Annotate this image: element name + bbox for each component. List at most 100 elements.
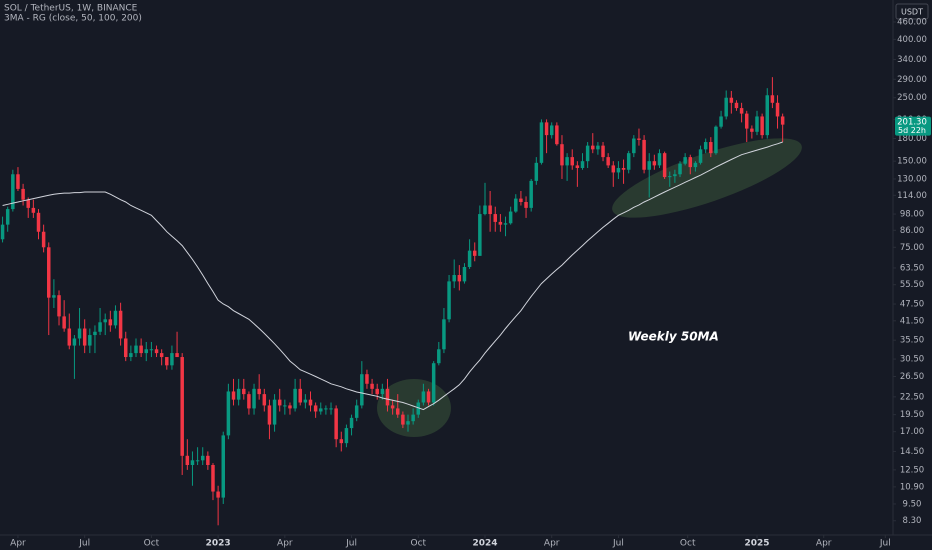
y-tick-label: 14.50 — [900, 447, 924, 457]
candle-body — [452, 275, 456, 282]
candle-body — [293, 388, 297, 409]
candle-body — [739, 108, 744, 114]
x-tick-label: Oct — [680, 539, 696, 549]
candle-body — [565, 157, 569, 166]
candle-body — [123, 338, 128, 358]
candle-body — [272, 399, 277, 425]
candle-body — [709, 142, 713, 154]
candle-body — [421, 391, 426, 403]
candle-body — [82, 328, 87, 346]
candle-body — [483, 205, 487, 215]
candle-body — [339, 439, 344, 444]
candle-body — [231, 391, 236, 400]
candle-body — [437, 349, 441, 364]
candle-body — [16, 174, 20, 189]
candle-body — [47, 247, 51, 298]
y-tick-label: 180.00 — [897, 134, 927, 144]
candle-body — [611, 165, 616, 173]
candle-body — [113, 310, 118, 326]
candle-body — [216, 491, 220, 498]
currency-label[interactable]: USDT — [901, 8, 923, 17]
y-tick-label: 290.00 — [897, 75, 927, 85]
candle-body — [744, 113, 749, 129]
y-tick-label: 400.00 — [897, 35, 927, 45]
candle-body — [688, 157, 693, 168]
candle-body — [36, 212, 41, 232]
candle-body — [503, 223, 508, 225]
last-price-box — [895, 116, 931, 136]
candle-body — [770, 95, 775, 103]
y-tick-label: 12.50 — [900, 465, 924, 475]
candle-body — [185, 455, 190, 466]
candle-body — [252, 388, 256, 409]
y-tick-label: 22.50 — [900, 392, 924, 402]
candle-body — [529, 180, 533, 208]
currency-button[interactable] — [895, 3, 929, 20]
candle-body — [129, 353, 133, 358]
y-tick-label: 63.50 — [900, 263, 924, 273]
candle-body — [334, 408, 338, 440]
candle-body — [349, 417, 354, 429]
candle-body — [226, 391, 231, 436]
x-tick-label: Apr — [277, 539, 293, 549]
candle-body — [601, 145, 605, 158]
candle-body — [57, 295, 61, 317]
highlight-ellipse — [377, 379, 451, 437]
candle-body — [175, 353, 179, 358]
x-tick-label: Oct — [144, 539, 160, 549]
candle-body — [668, 176, 672, 178]
candle-body — [488, 205, 492, 215]
candle-body — [662, 153, 667, 178]
y-tick-label: 30.50 — [900, 355, 924, 365]
candle-body — [313, 405, 318, 412]
candle-body — [555, 125, 559, 145]
candle-body — [683, 157, 687, 164]
candle-body — [0, 224, 5, 240]
candle-body — [673, 174, 677, 177]
candle-body — [236, 388, 241, 400]
candle-body — [570, 157, 574, 166]
indicator-label: 3MA - RG (close, 50, 100, 200) — [4, 14, 142, 24]
y-tick-label: 9.50 — [903, 499, 922, 509]
candle-body — [195, 460, 200, 462]
candle-body — [262, 394, 267, 406]
x-tick-label: Jul — [345, 539, 357, 549]
candle-body — [724, 97, 728, 117]
last-price-label: 201.30 — [897, 118, 927, 128]
y-tick-label: 47.50 — [900, 300, 924, 310]
y-tick-label: 55.50 — [900, 280, 924, 290]
candle-body — [549, 125, 554, 136]
candle-body — [462, 266, 467, 282]
candle-body — [447, 281, 451, 320]
candle-body — [370, 383, 374, 389]
candle-body — [478, 214, 482, 256]
y-tick-label: 41.50 — [900, 316, 924, 326]
highlight-ellipse — [612, 138, 802, 218]
x-tick-label: 2023 — [206, 539, 231, 549]
candle-body — [159, 353, 164, 358]
candle-body — [324, 408, 328, 410]
candle-body — [750, 128, 754, 132]
candle-body — [242, 388, 246, 395]
candle-body — [149, 349, 154, 351]
x-tick-label: 2025 — [744, 539, 769, 549]
candle-body — [72, 338, 77, 346]
candle-body — [103, 319, 107, 323]
candle-body — [67, 328, 72, 346]
candle-body — [139, 345, 143, 354]
candle-body — [283, 405, 287, 407]
candle-body — [344, 428, 349, 444]
candle-body — [457, 275, 462, 282]
candle-body — [780, 116, 785, 125]
candle-body — [514, 198, 518, 212]
x-tick-label: Jul — [612, 539, 624, 549]
candle-body — [524, 201, 528, 208]
candle-body — [206, 455, 210, 466]
candle-body — [21, 188, 25, 200]
candle-body — [329, 408, 333, 410]
candle-body — [308, 399, 313, 406]
candle-body — [406, 421, 410, 425]
candle-body — [693, 162, 698, 168]
candle-body — [426, 391, 431, 403]
candle-body — [734, 102, 739, 109]
